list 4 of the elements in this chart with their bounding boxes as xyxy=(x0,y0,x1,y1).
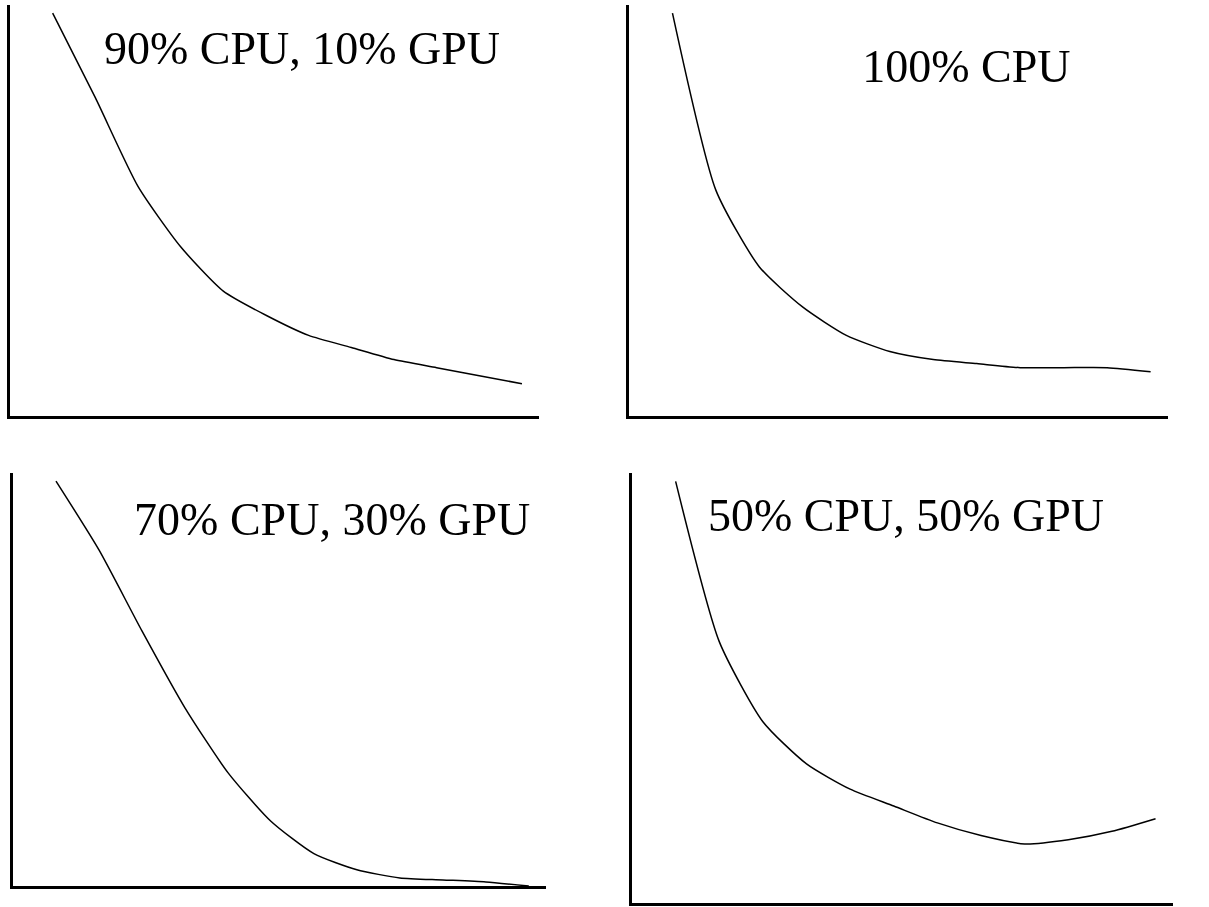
chart-title: 90% CPU, 10% GPU xyxy=(103,22,501,74)
chart-title: 50% CPU, 50% GPU xyxy=(707,489,1105,541)
chart-title: 70% CPU, 30% GPU xyxy=(134,494,531,546)
text: 100% CPU xyxy=(862,41,1071,93)
